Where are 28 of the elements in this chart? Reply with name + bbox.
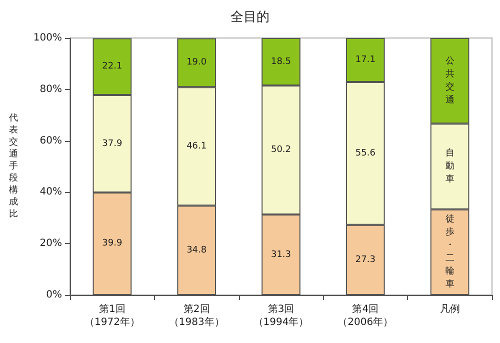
x-tick-label: 第1回（1972年） (84, 303, 140, 328)
data-label: 17.1 (355, 54, 376, 65)
data-label: 22.1 (102, 62, 122, 72)
x-tick-label: 第4回（2006年） (338, 303, 394, 328)
text: 自動車 (445, 148, 454, 184)
data-label: 46.1 (186, 141, 207, 152)
x-tick-label: 第3回（1994年） (253, 303, 309, 328)
data-label: 34.8 (186, 245, 207, 256)
x-tick-label: 第2回（1983年） (168, 303, 224, 328)
text: 代表交通手段構成比 (9, 114, 18, 220)
text: 徒歩・二輪車 (445, 214, 454, 290)
y-tick-label: 20% (40, 238, 62, 250)
data-label: 50.2 (270, 145, 292, 156)
y-tick-label: 0% (46, 290, 62, 300)
data-label: 55.6 (355, 148, 376, 158)
y-tick-label: 60% (40, 135, 62, 146)
y-tick-label: 100% (33, 32, 62, 44)
data-label: 18.5 (270, 56, 292, 67)
text: 公共交通 (445, 55, 454, 106)
y-tick-label: 80% (40, 84, 62, 95)
data-label: 27.3 (355, 254, 376, 265)
data-label: 39.9 (102, 238, 122, 249)
legend-title: 凡例 (440, 304, 460, 315)
data-label: 19.0 (186, 58, 207, 68)
data-label: 31.3 (270, 250, 292, 260)
y-tick-label: 40% (40, 186, 62, 198)
chart-title: 全目的 (230, 10, 270, 25)
data-label: 37.9 (102, 138, 122, 149)
